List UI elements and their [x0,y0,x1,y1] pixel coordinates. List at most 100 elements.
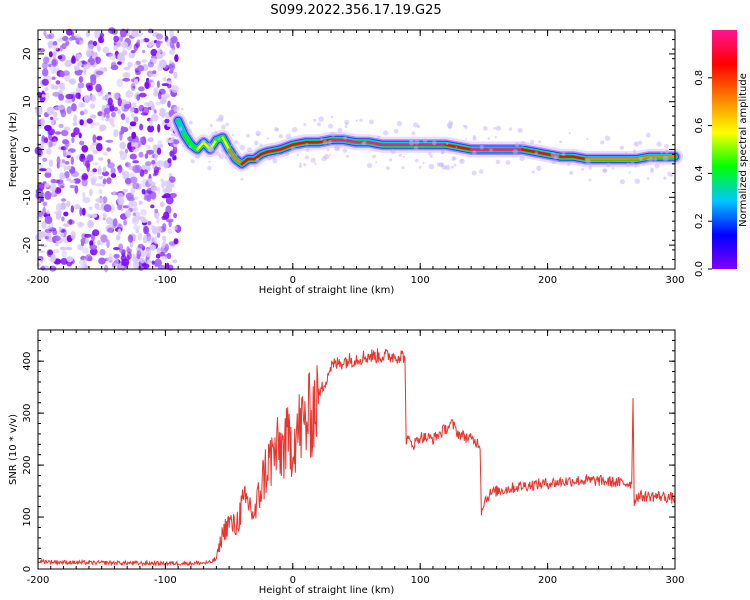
noise-blob [148,178,152,185]
noise-blob [150,204,155,209]
noise-blob [86,85,93,92]
noise-blob [156,80,160,88]
noise-blob [151,159,156,165]
noise-blob [37,182,45,191]
halo-speck [451,156,457,162]
ridge-segment [367,141,384,146]
halo-speck [234,140,239,145]
halo-speck [414,139,420,145]
noise-blob [153,236,158,245]
noise-blob [81,247,89,254]
noise-blob [140,250,146,258]
halo-speck [517,127,523,133]
bottom-ylabel: SNR (10 * v/v) [8,414,19,485]
halo-speck [298,164,302,168]
noise-blob [51,69,55,75]
noise-blob [166,218,174,223]
noise-blob [44,34,52,39]
noise-blob [98,257,106,265]
top-ylabel: Frequency (Hz) [8,112,19,188]
noise-blob [53,111,58,118]
noise-blob [68,219,73,225]
noise-blob [60,129,69,137]
noise-blob [99,249,106,256]
noise-blob [58,226,62,232]
noise-blob [66,151,72,155]
colorbar-tick-label: 0.2 [694,213,705,229]
noise-blob [59,174,66,180]
noise-blob [130,176,138,184]
halo-speck [383,130,389,136]
noise-blob [158,112,164,116]
halo-speck [181,108,184,111]
noise-blob [90,144,95,153]
noise-blob [155,101,162,106]
noise-blob [119,249,127,254]
noise-blob [125,90,134,98]
noise-blob [99,124,104,132]
noise-blob [85,160,91,168]
noise-blob [149,73,157,77]
halo-speck [559,140,563,144]
noise-blob [61,198,67,202]
noise-blob [65,93,74,100]
noise-blob [130,186,135,196]
ridge-segment [291,141,307,146]
noise-blob [87,213,92,218]
noise-blob [94,183,103,187]
noise-blob [152,144,158,153]
noise-blob [171,37,177,44]
halo-speck [313,118,317,122]
noise-blob [117,164,123,174]
halo-speck [330,115,334,119]
noise-blob [142,235,148,244]
halo-speck [211,132,214,135]
noise-blob [129,121,137,127]
noise-blob [52,91,60,97]
noise-blob [161,83,169,87]
noise-blob [52,41,58,46]
noise-blob [96,197,104,204]
noise-blob [156,248,161,253]
noise-blob [98,157,104,161]
top-xtick-label: 0 [290,275,296,286]
halo-speck [607,163,610,167]
noise-blob [102,178,107,185]
noise-blob [47,249,53,256]
noise-blob [128,51,136,59]
noise-blob [79,110,85,116]
halo-speck [314,162,317,166]
halo-speck [455,146,458,149]
noise-blob [80,241,85,247]
halo-speck [472,150,477,155]
noise-blob [93,149,99,154]
bottom-ytick-label: 300 [22,404,33,423]
noise-blob [76,40,80,45]
noise-blob [102,46,110,54]
halo-speck [255,158,260,163]
noise-blob [146,145,151,149]
halo-speck [415,158,419,163]
halo-speck [493,126,496,130]
noise-blob [73,114,77,123]
halo-speck [662,155,669,162]
noise-blob [102,170,109,177]
halo-speck [530,139,535,144]
noise-blob [130,82,136,92]
noise-blob [107,97,113,106]
noise-blob [164,118,170,124]
noise-blob [106,239,110,249]
halo-speck [187,128,192,134]
colorbar-tick-label: 0.4 [694,165,705,181]
noise-blob [156,232,161,238]
noise-blob [128,125,133,130]
noise-blob [70,231,76,240]
halo-speck [667,171,673,177]
noise-blob [121,258,130,267]
noise-blob [139,136,145,144]
noise-blob [161,180,165,189]
noise-blob [167,158,172,164]
noise-blob [86,49,92,58]
noise-blob [95,56,101,64]
noise-blob [146,149,155,155]
